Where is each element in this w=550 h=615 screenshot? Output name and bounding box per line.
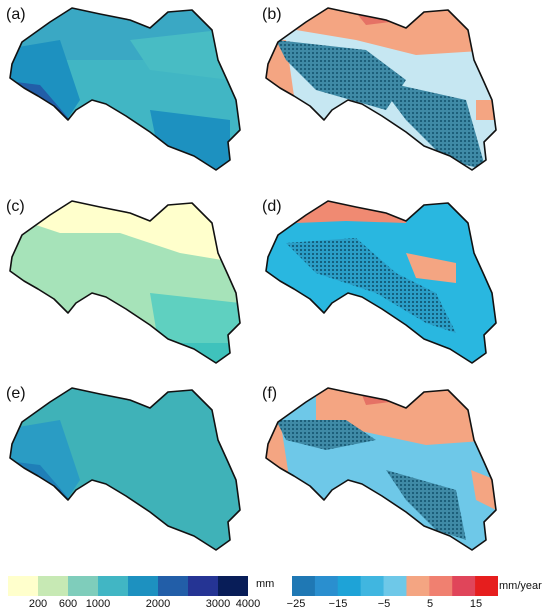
trend-legend-swatch <box>292 576 316 596</box>
panel-label-a: (a) <box>6 6 26 23</box>
trend-legend-swatch <box>429 576 453 596</box>
precip-legend-swatch <box>188 576 219 596</box>
trend-legend-swatch <box>406 576 430 596</box>
legend-tick-label: 600 <box>58 598 78 610</box>
precip-legend-swatch <box>38 576 69 596</box>
legend-tick-label: 2000 <box>145 598 171 610</box>
panel-label-b: (b) <box>262 6 282 23</box>
trend-legend-swatch <box>383 576 407 596</box>
trend-legend-swatch <box>475 576 498 596</box>
legend-tick-label: −5 <box>377 598 391 610</box>
trend-colorbar <box>292 576 498 596</box>
panel-label-e: (e) <box>6 385 26 402</box>
map-panel-b <box>265 7 497 171</box>
trend-unit-label: mm/year <box>499 580 542 592</box>
trend-legend-swatch <box>452 576 476 596</box>
trend-legend-swatch <box>314 576 339 596</box>
legend-tick-label: 15 <box>469 598 483 610</box>
trend-legend-swatch <box>360 576 385 596</box>
trend-legend-swatch <box>337 576 362 596</box>
map-panel-f <box>265 387 497 551</box>
panel-label-c: (c) <box>6 198 25 215</box>
legend-tick-label: 1000 <box>85 598 111 610</box>
legend-tick-label: 4000 <box>235 598 261 610</box>
legend-tick-label: 5 <box>426 598 434 610</box>
precip-colorbar <box>8 576 248 596</box>
precip-legend-swatch <box>8 576 39 596</box>
legend-tick-label: −25 <box>286 598 306 610</box>
precip-legend-swatch <box>128 576 159 596</box>
panel-label-d: (d) <box>262 198 282 215</box>
map-panel-c <box>9 200 241 364</box>
legend-tick-label: 200 <box>28 598 48 610</box>
legend-tick-label: 3000 <box>205 598 231 610</box>
precip-legend-swatch <box>68 576 99 596</box>
legend-tick-label: −15 <box>328 598 348 610</box>
precip-unit-label: mm <box>256 578 275 590</box>
precip-legend-swatch <box>218 576 248 596</box>
map-panel-d <box>265 200 497 364</box>
precip-legend-swatch <box>98 576 129 596</box>
precip-legend-swatch <box>158 576 189 596</box>
map-panel-a <box>9 7 241 171</box>
panel-label-f: (f) <box>262 385 278 402</box>
map-panel-e <box>9 387 241 551</box>
